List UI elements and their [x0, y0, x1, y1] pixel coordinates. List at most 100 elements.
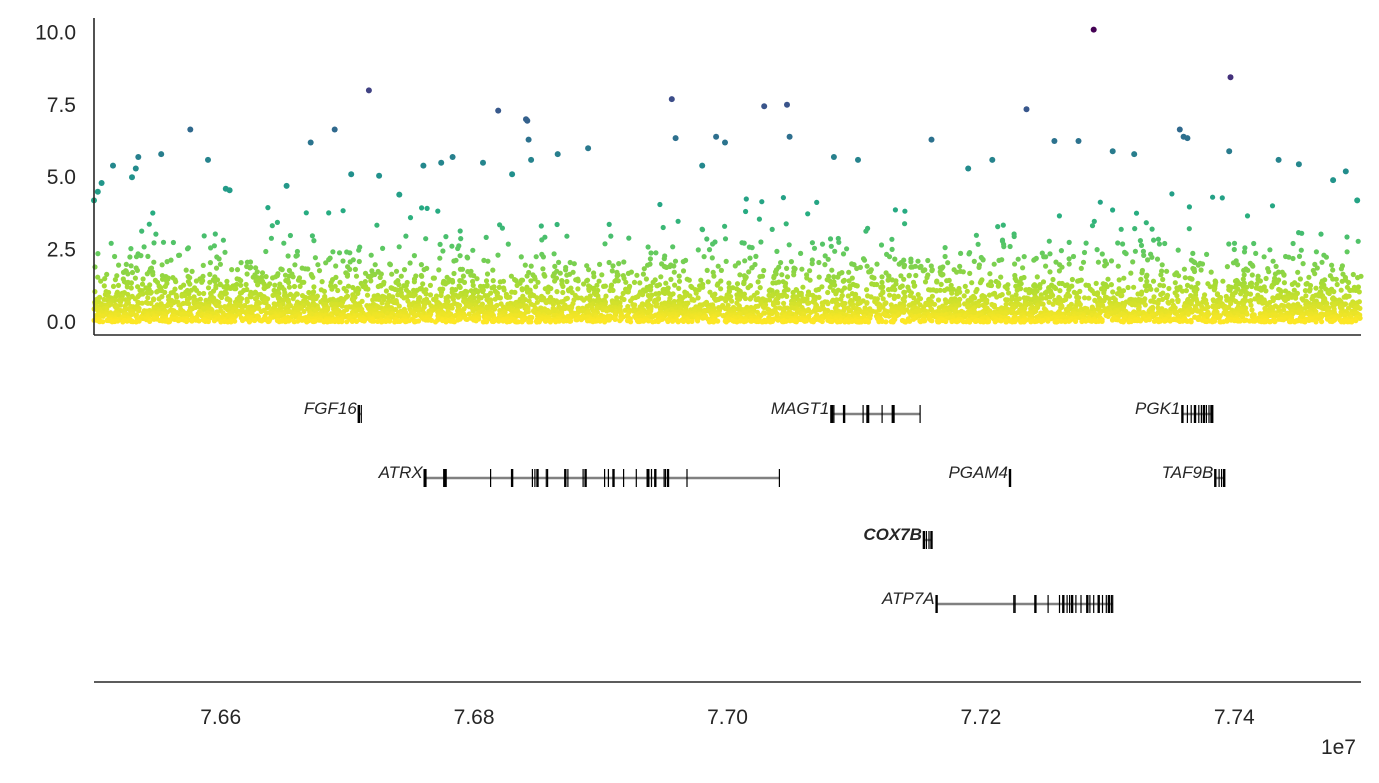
- scatter-point: [1249, 272, 1255, 278]
- scatter-point: [207, 260, 213, 266]
- scatter-point: [1338, 266, 1344, 272]
- scatter-point: [1242, 245, 1248, 251]
- scatter-point: [534, 295, 540, 301]
- scatter-point: [1314, 265, 1320, 271]
- scatter-point: [1195, 280, 1201, 286]
- scatter-point: [742, 258, 748, 264]
- scatter-point: [809, 240, 816, 246]
- scatter-point: [419, 205, 425, 211]
- scatter-point: [1192, 259, 1198, 266]
- scatter-point: [1069, 276, 1075, 283]
- scatter-point: [1299, 230, 1305, 236]
- scatter-point: [443, 304, 449, 310]
- scatter-point: [885, 309, 891, 315]
- scatter-point: [901, 276, 907, 282]
- scatter-point: [1172, 280, 1178, 286]
- manhattan-panel: 0.02.55.07.510.0: [35, 18, 1364, 336]
- scatter-point: [259, 318, 265, 324]
- scatter-point: [1031, 257, 1037, 263]
- scatter-point: [977, 280, 984, 286]
- scatter-point: [1238, 291, 1244, 297]
- scatter-point: [1226, 241, 1232, 247]
- scatter-point: [891, 295, 897, 301]
- scatter-point: [1251, 240, 1257, 247]
- scatter-point: [543, 300, 549, 306]
- scatter-point: [1195, 316, 1201, 322]
- scatter-point: [1162, 318, 1168, 324]
- scatter-point: [609, 268, 615, 274]
- scatter-point: [998, 318, 1004, 324]
- scatter-point: [129, 269, 136, 276]
- scatter-point: [187, 275, 193, 281]
- scatter-point: [822, 253, 828, 259]
- scatter-point: [484, 271, 491, 277]
- scatter-point: [112, 253, 118, 260]
- scatter-point: [1296, 253, 1303, 259]
- scatter-point: [1207, 284, 1213, 290]
- scatter-point: [747, 255, 753, 261]
- scatter-point: [1350, 271, 1356, 278]
- scatter-point: [1089, 223, 1096, 229]
- scatter-point: [917, 264, 923, 270]
- scatter-point: [1045, 318, 1051, 324]
- scatter-point: [522, 262, 528, 268]
- scatter-point: [816, 274, 822, 280]
- scatter-point: [1108, 282, 1114, 288]
- scatter-point: [889, 246, 895, 252]
- scatter-point: [695, 318, 701, 324]
- scatter-point: [816, 259, 822, 266]
- scatter-point: [742, 295, 749, 302]
- scatter-point: [1042, 290, 1048, 296]
- scatter-point: [146, 221, 152, 227]
- scatter-point: [705, 279, 711, 285]
- scatter-point: [248, 294, 254, 300]
- scatter-point: [410, 293, 417, 299]
- scatter-point: [786, 242, 792, 248]
- scatter-point: [1185, 311, 1191, 317]
- scatter-point: [1334, 281, 1340, 288]
- scatter-point: [1204, 251, 1210, 257]
- scatter-point: [153, 231, 159, 237]
- scatter-point: [1137, 238, 1143, 244]
- scatter-point: [1052, 285, 1059, 291]
- scatter-point: [1121, 275, 1127, 281]
- scatter-point: [532, 276, 538, 282]
- scatter-point: [330, 249, 336, 255]
- scatter-point: [634, 272, 640, 278]
- scatter-point: [829, 298, 835, 304]
- scatter-point: [1047, 294, 1053, 300]
- scatter-point: [1136, 311, 1142, 317]
- scatter-point: [1028, 297, 1034, 303]
- scatter-point: [1291, 287, 1297, 293]
- scatter-point: [139, 281, 146, 287]
- scatter-point: [788, 259, 795, 265]
- scatter-point: [1355, 238, 1361, 244]
- scatter-point: [567, 318, 573, 324]
- scatter-point: [361, 318, 367, 324]
- scatter-point: [489, 285, 495, 291]
- scatter-point: [483, 234, 489, 240]
- scatter-point: [350, 284, 356, 291]
- scatter-point: [614, 273, 620, 279]
- scatter-point: [1047, 251, 1053, 257]
- scatter-point: [423, 236, 429, 242]
- scatter-point: [518, 254, 524, 260]
- scatter-point: [648, 314, 655, 320]
- scatter-point: [1154, 287, 1160, 293]
- scatter-point: [156, 296, 162, 302]
- scatter-point: [353, 273, 360, 279]
- scatter-point: [753, 253, 759, 259]
- scatter-point: [827, 284, 833, 290]
- scatter-point: [309, 233, 315, 239]
- scatter-point: [1263, 288, 1269, 294]
- scatter-point: [352, 266, 358, 272]
- scatter-point: [1130, 259, 1136, 265]
- scatter-point: [512, 289, 518, 295]
- scatter-point: [621, 259, 627, 265]
- scatter-point: [124, 318, 130, 324]
- scatter-point: [701, 254, 707, 260]
- scatter-point: [387, 262, 393, 268]
- scatter-point: [971, 258, 977, 264]
- scatter-point: [250, 274, 256, 280]
- scatter-point: [964, 288, 970, 294]
